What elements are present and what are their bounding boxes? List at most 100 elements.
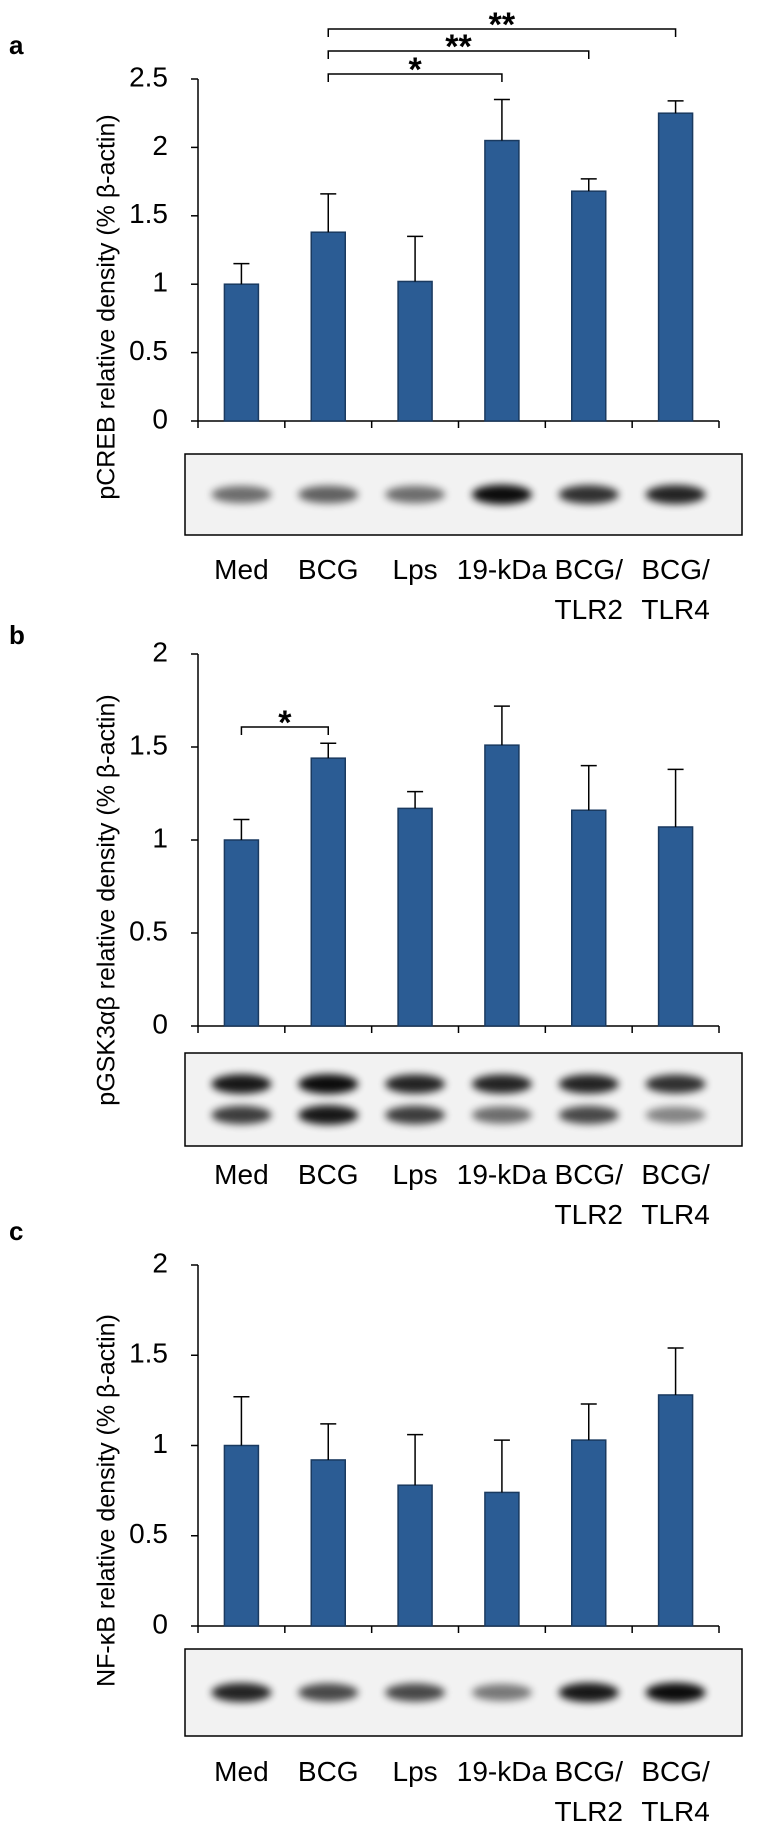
y-tick-label: 1.5 bbox=[129, 1338, 168, 1369]
error-bar bbox=[667, 768, 684, 827]
blot-band bbox=[645, 1682, 706, 1703]
blot-band bbox=[211, 1074, 272, 1094]
y-tick-label: 0.5 bbox=[129, 915, 168, 946]
x-tick-label: BCG bbox=[297, 554, 359, 585]
blot-band bbox=[298, 485, 359, 504]
significance-bracket bbox=[327, 73, 503, 82]
error-bar bbox=[493, 705, 510, 746]
y-tick-label: 1 bbox=[152, 1428, 168, 1459]
y-tick-label: 2 bbox=[152, 636, 168, 667]
blot-band bbox=[298, 1683, 359, 1702]
y-tick-label: 1.5 bbox=[129, 198, 168, 229]
blot-band bbox=[471, 1106, 532, 1124]
panel-label: a bbox=[9, 30, 24, 60]
x-tick-label: BCG/ TLR2 bbox=[554, 1756, 623, 1824]
x-tick-label: Med bbox=[214, 1159, 269, 1190]
error-bar bbox=[233, 1396, 250, 1446]
blot-band bbox=[558, 1105, 619, 1125]
error-bar bbox=[320, 1423, 337, 1460]
y-tick-label: 0 bbox=[152, 403, 168, 434]
error-bar bbox=[493, 98, 510, 141]
x-tick-label: BCG/ TLR4 bbox=[641, 1159, 710, 1230]
error-bar bbox=[320, 742, 337, 759]
x-tick-label: 19-kDa bbox=[456, 1159, 548, 1190]
bar bbox=[223, 1444, 260, 1627]
bar bbox=[484, 139, 520, 422]
error-bar bbox=[233, 818, 250, 840]
bar bbox=[223, 283, 260, 422]
blot-band bbox=[558, 1682, 619, 1703]
error-bar bbox=[407, 790, 424, 809]
error-bar bbox=[233, 262, 250, 285]
blot-band bbox=[645, 1074, 706, 1094]
y-tick-label: 0.5 bbox=[129, 1518, 168, 1549]
x-tick-label: 19-kDa bbox=[456, 1756, 548, 1787]
x-tick-label: Lps bbox=[392, 1756, 438, 1787]
bar bbox=[397, 280, 433, 422]
x-tick-label: 19-kDa bbox=[456, 554, 548, 585]
x-tick-label: BCG/ TLR2 bbox=[554, 1159, 623, 1230]
significance-label: ** bbox=[489, 6, 516, 44]
error-bar bbox=[493, 1439, 510, 1493]
blot-band bbox=[211, 1105, 272, 1125]
blot-band bbox=[645, 1106, 706, 1124]
bar bbox=[657, 1394, 694, 1627]
bar bbox=[223, 839, 260, 1027]
blot-band bbox=[298, 1074, 359, 1094]
error-bar bbox=[667, 1347, 684, 1395]
panel-label: b bbox=[9, 620, 25, 650]
y-tick-label: 1 bbox=[152, 822, 168, 853]
y-axis-label: pGSK3αβ relative density (% β-actin) bbox=[93, 694, 121, 1105]
bar bbox=[310, 231, 346, 422]
y-tick-label: 2.5 bbox=[129, 61, 168, 92]
error-bar bbox=[580, 1403, 597, 1441]
panel-label: c bbox=[9, 1216, 23, 1246]
x-tick-label: Lps bbox=[392, 554, 438, 585]
blot-band bbox=[558, 485, 619, 504]
blot-band bbox=[385, 1074, 446, 1094]
x-tick-label: Med bbox=[214, 554, 269, 585]
x-tick-label: BCG/ TLR4 bbox=[641, 1756, 710, 1824]
blot-band bbox=[211, 485, 272, 504]
error-bar bbox=[580, 178, 597, 192]
significance-label: * bbox=[408, 51, 422, 89]
blot-band bbox=[645, 484, 706, 505]
bar bbox=[310, 757, 346, 1027]
y-axis-label: pCREB relative density (% β-actin) bbox=[93, 114, 121, 499]
bar bbox=[397, 807, 433, 1027]
bar bbox=[657, 112, 694, 422]
bar bbox=[571, 190, 607, 422]
x-tick-label: BCG/ TLR2 bbox=[554, 554, 623, 625]
blot-band bbox=[471, 1074, 532, 1094]
error-bar bbox=[407, 235, 424, 282]
blot-band bbox=[385, 1683, 446, 1702]
x-tick-label: BCG bbox=[297, 1756, 359, 1787]
y-tick-label: 0.5 bbox=[129, 335, 168, 366]
y-tick-label: 0 bbox=[152, 1008, 168, 1039]
x-tick-label: Med bbox=[214, 1756, 269, 1787]
significance-label: ** bbox=[445, 28, 472, 66]
blot-band bbox=[211, 1682, 272, 1703]
blot-band bbox=[385, 1105, 446, 1125]
x-tick-label: Lps bbox=[392, 1159, 438, 1190]
y-tick-label: 1.5 bbox=[129, 729, 168, 760]
x-tick-label: BCG/ TLR4 bbox=[641, 554, 710, 625]
significance-bracket bbox=[327, 50, 590, 59]
error-bar bbox=[320, 193, 337, 233]
x-tick-label: BCG bbox=[297, 1159, 359, 1190]
bar bbox=[484, 744, 520, 1027]
bar bbox=[571, 809, 607, 1027]
blot-band bbox=[471, 1684, 532, 1701]
blot-frame bbox=[184, 1052, 743, 1147]
significance-bracket bbox=[327, 28, 677, 37]
bar bbox=[571, 1439, 607, 1627]
error-bar bbox=[667, 100, 684, 114]
y-tick-label: 0 bbox=[152, 1608, 168, 1639]
significance-bracket bbox=[240, 726, 329, 735]
blot-band bbox=[471, 484, 532, 505]
y-axis-label: NF-κB relative density (% β-actin) bbox=[93, 1314, 121, 1687]
error-bar bbox=[407, 1433, 424, 1486]
y-tick-label: 2 bbox=[152, 1247, 168, 1278]
